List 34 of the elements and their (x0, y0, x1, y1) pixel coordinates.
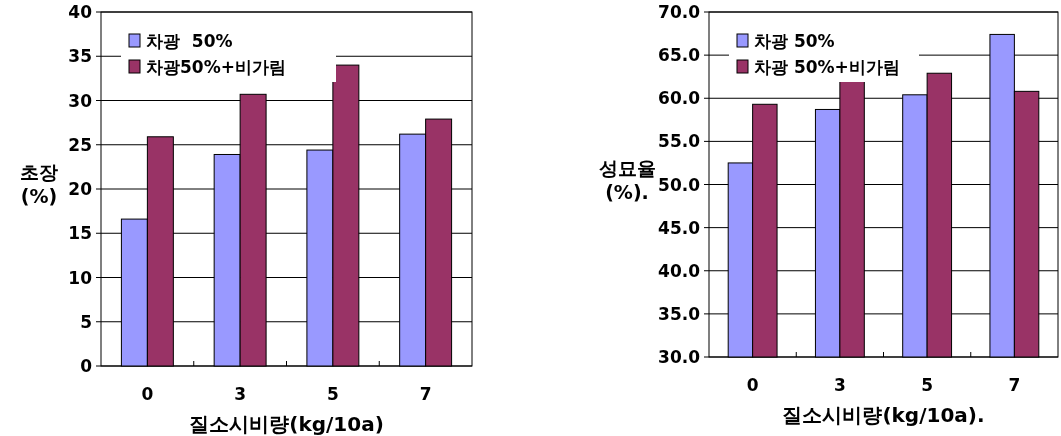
y-tick-label: 55.0 (658, 131, 701, 152)
y-tick-label: 50.0 (658, 174, 701, 195)
x-tick-label: 5 (921, 375, 934, 395)
y-tick-label: 0 (80, 356, 93, 376)
y-tick-label: 35 (68, 46, 92, 67)
y-tick-label: 20 (68, 179, 93, 199)
y-axis-title: 초장 (%) (20, 161, 58, 207)
legend-label: 차광50%+비가림 (146, 57, 286, 77)
legend-label: 차광 50%+비가림 (754, 57, 900, 77)
y-tick-label: 70.0 (658, 2, 701, 22)
y-tick-label: 35.0 (658, 303, 701, 324)
y-tick-label: 25 (68, 134, 92, 155)
x-tick-label: 0 (746, 375, 759, 395)
y-tick-label: 40 (68, 2, 93, 22)
y-axis-title: 성묘율 (%). (598, 156, 656, 203)
y-tick-label: 65.0 (658, 45, 701, 66)
x-tick-label: 7 (1008, 375, 1021, 395)
x-tick-label: 7 (419, 384, 432, 404)
legend-label: 차광 50% (754, 31, 835, 51)
y-tick-label: 30 (68, 90, 93, 111)
y-tick-label: 60.0 (658, 88, 701, 109)
x-tick-label: 0 (141, 384, 154, 404)
y-tick-label: 5 (80, 311, 92, 332)
y-tick-label: 30.0 (658, 347, 701, 367)
legend-label: 차광 50% (146, 31, 233, 51)
y-tick-label: 15 (68, 223, 92, 244)
y-tick-label: 40.0 (658, 260, 701, 281)
x-tick-label: 5 (326, 384, 339, 404)
y-tick-label: 10 (68, 267, 93, 288)
x-tick-label: 3 (234, 384, 247, 404)
x-tick-label: 3 (833, 375, 846, 395)
x-axis-title: 질소시비량(kg/10a) (189, 412, 384, 436)
x-axis-title: 질소시비량(kg/10a). (782, 403, 985, 427)
y-tick-label: 45.0 (658, 217, 701, 238)
